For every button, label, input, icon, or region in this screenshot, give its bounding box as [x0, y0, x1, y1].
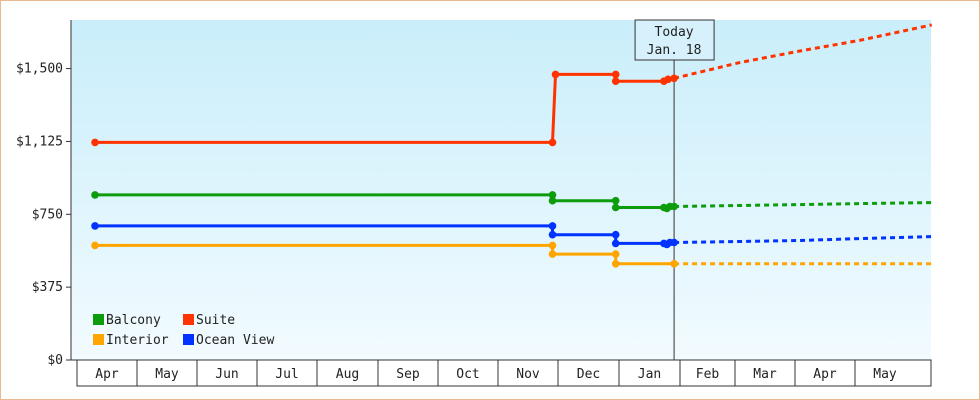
balcony-data-point[interactable]: [611, 196, 620, 205]
month-label: Sep: [396, 367, 420, 382]
y-tick-label: $0: [47, 353, 63, 368]
balcony-data-point[interactable]: [670, 202, 678, 211]
balcony-forecast-line: [674, 201, 932, 208]
x-axis: Apr May Jun Jul Aug Sep Oct Nov Dec Jan Feb Mar Apr M…: [71, 359, 932, 387]
suite-data-point[interactable]: [91, 138, 99, 147]
month-label: May: [155, 367, 179, 382]
month-label: Jun: [215, 367, 238, 382]
series-suite: [91, 23, 933, 147]
interior-data-point[interactable]: [611, 260, 620, 268]
interior-data-point[interactable]: [611, 250, 620, 258]
legend-label: Ocean View: [196, 333, 274, 348]
today-box: [634, 19, 715, 61]
today-date: Jan. 18: [647, 43, 702, 58]
ocean-view-data-point[interactable]: [670, 238, 678, 247]
y-tick-label: $375: [32, 280, 63, 295]
month-label: Apr: [813, 367, 837, 382]
legend-item-ocean-view: Ocean View: [183, 333, 274, 348]
y-tick-label: $1,125: [16, 134, 63, 149]
suite-data-point[interactable]: [670, 74, 678, 83]
suite-data-point[interactable]: [611, 70, 620, 79]
suite-forecast-line: [673, 23, 933, 80]
suite-data-point[interactable]: [664, 75, 672, 84]
month-label: Oct: [456, 367, 479, 382]
balcony-data-point[interactable]: [548, 196, 557, 205]
ocean-view-data-point[interactable]: [611, 230, 620, 239]
suite-data-point[interactable]: [611, 77, 620, 85]
interior-history-line: [95, 243, 675, 266]
ocean-view-forecast-line: [674, 235, 932, 244]
legend-label: Suite: [196, 313, 235, 328]
balcony-data-point[interactable]: [91, 191, 99, 199]
month-label: Aug: [336, 367, 359, 382]
y-tick-label: $1,500: [16, 62, 63, 77]
suite-data-point[interactable]: [548, 138, 557, 147]
month-label: Jul: [275, 367, 298, 382]
series-interior: [91, 241, 932, 268]
month-label: May: [873, 367, 897, 382]
series-layer: [91, 23, 933, 268]
interior-data-point[interactable]: [670, 260, 678, 268]
y-axis: $0 $375 $750 $1,125 $1,500: [16, 20, 72, 368]
legend-item-balcony: Balcony: [93, 313, 161, 328]
legend-label: Balcony: [106, 313, 161, 328]
balcony-data-point[interactable]: [611, 203, 620, 212]
today-marker: Today Jan. 18: [634, 19, 715, 360]
legend: Balcony Suite Interior Ocean View: [93, 313, 274, 348]
ocean-view-data-point[interactable]: [548, 222, 557, 230]
ocean-view-data-point[interactable]: [611, 239, 620, 248]
ocean-view-data-point[interactable]: [548, 230, 557, 239]
interior-data-point[interactable]: [91, 241, 99, 250]
month-label: Mar: [753, 367, 777, 382]
month-label: Apr: [95, 367, 119, 382]
legend-swatch: [93, 334, 104, 345]
ocean-view-data-point[interactable]: [91, 222, 99, 230]
today-label: Today: [655, 25, 694, 40]
month-label: Jan: [638, 367, 661, 382]
interior-data-point[interactable]: [548, 241, 557, 250]
legend-item-interior: Interior: [93, 333, 169, 348]
plot-area: [71, 20, 931, 360]
suite-data-point[interactable]: [551, 70, 560, 79]
legend-label: Interior: [106, 333, 169, 348]
month-strip: [76, 359, 932, 387]
month-label: Dec: [577, 367, 600, 382]
interior-data-point[interactable]: [548, 250, 557, 258]
legend-swatch: [183, 334, 194, 345]
month-label: Feb: [696, 367, 720, 382]
series-balcony: [91, 191, 932, 213]
legend-swatch: [93, 314, 104, 325]
legend-item-suite: Suite: [183, 313, 235, 328]
series-ocean-view: [91, 222, 932, 249]
month-label: Nov: [516, 367, 540, 382]
y-tick-label: $750: [32, 207, 63, 222]
balcony-data-point[interactable]: [548, 191, 557, 199]
legend-swatch: [183, 314, 194, 325]
